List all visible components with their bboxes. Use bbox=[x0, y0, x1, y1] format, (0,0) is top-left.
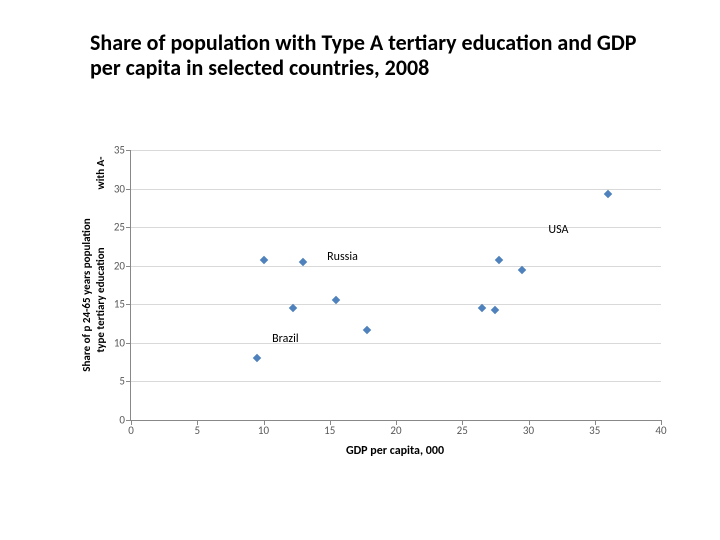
x-tick-label: 0 bbox=[128, 420, 134, 437]
x-tick-label: 35 bbox=[589, 420, 600, 437]
data-point bbox=[363, 325, 371, 333]
y-tick-label: 30 bbox=[114, 182, 131, 195]
scatter-chart: 051015202530350510152025303540BrazilRuss… bbox=[80, 140, 680, 480]
y-axis-title: with A- bbox=[94, 148, 107, 198]
x-axis-title: GDP per capita, 000 bbox=[346, 444, 444, 458]
y-gridline bbox=[131, 343, 661, 344]
x-tick-label: 25 bbox=[457, 420, 468, 437]
data-point bbox=[259, 255, 267, 263]
x-tick-label: 15 bbox=[324, 420, 335, 437]
plot-area: 051015202530350510152025303540BrazilRuss… bbox=[130, 150, 661, 421]
data-point bbox=[253, 354, 261, 362]
y-axis-title: type tertiary education bbox=[94, 205, 107, 395]
y-tick-label: 10 bbox=[114, 336, 131, 349]
point-annotation: Brazil bbox=[272, 332, 298, 346]
y-gridline bbox=[131, 381, 661, 382]
point-annotation: Russia bbox=[327, 250, 358, 264]
point-annotation: USA bbox=[548, 223, 568, 237]
y-tick-label: 5 bbox=[119, 375, 131, 388]
x-tick-label: 5 bbox=[194, 420, 200, 437]
data-point bbox=[495, 255, 503, 263]
data-point bbox=[604, 190, 612, 198]
y-tick-label: 15 bbox=[114, 298, 131, 311]
y-gridline bbox=[131, 150, 661, 151]
y-tick-label: 20 bbox=[114, 259, 131, 272]
y-gridline bbox=[131, 189, 661, 190]
x-tick-label: 40 bbox=[655, 420, 666, 437]
x-tick-label: 30 bbox=[523, 420, 534, 437]
y-gridline bbox=[131, 304, 661, 305]
x-tick-label: 20 bbox=[390, 420, 401, 437]
data-point bbox=[491, 305, 499, 313]
x-tick-label: 10 bbox=[258, 420, 269, 437]
y-tick-label: 35 bbox=[114, 144, 131, 157]
slide-title: Share of population with Type A tertiary… bbox=[90, 30, 660, 81]
y-tick-label: 25 bbox=[114, 221, 131, 234]
y-gridline bbox=[131, 266, 661, 267]
y-axis-title: Share of p 24-65 years population bbox=[80, 175, 93, 415]
y-gridline bbox=[131, 227, 661, 228]
